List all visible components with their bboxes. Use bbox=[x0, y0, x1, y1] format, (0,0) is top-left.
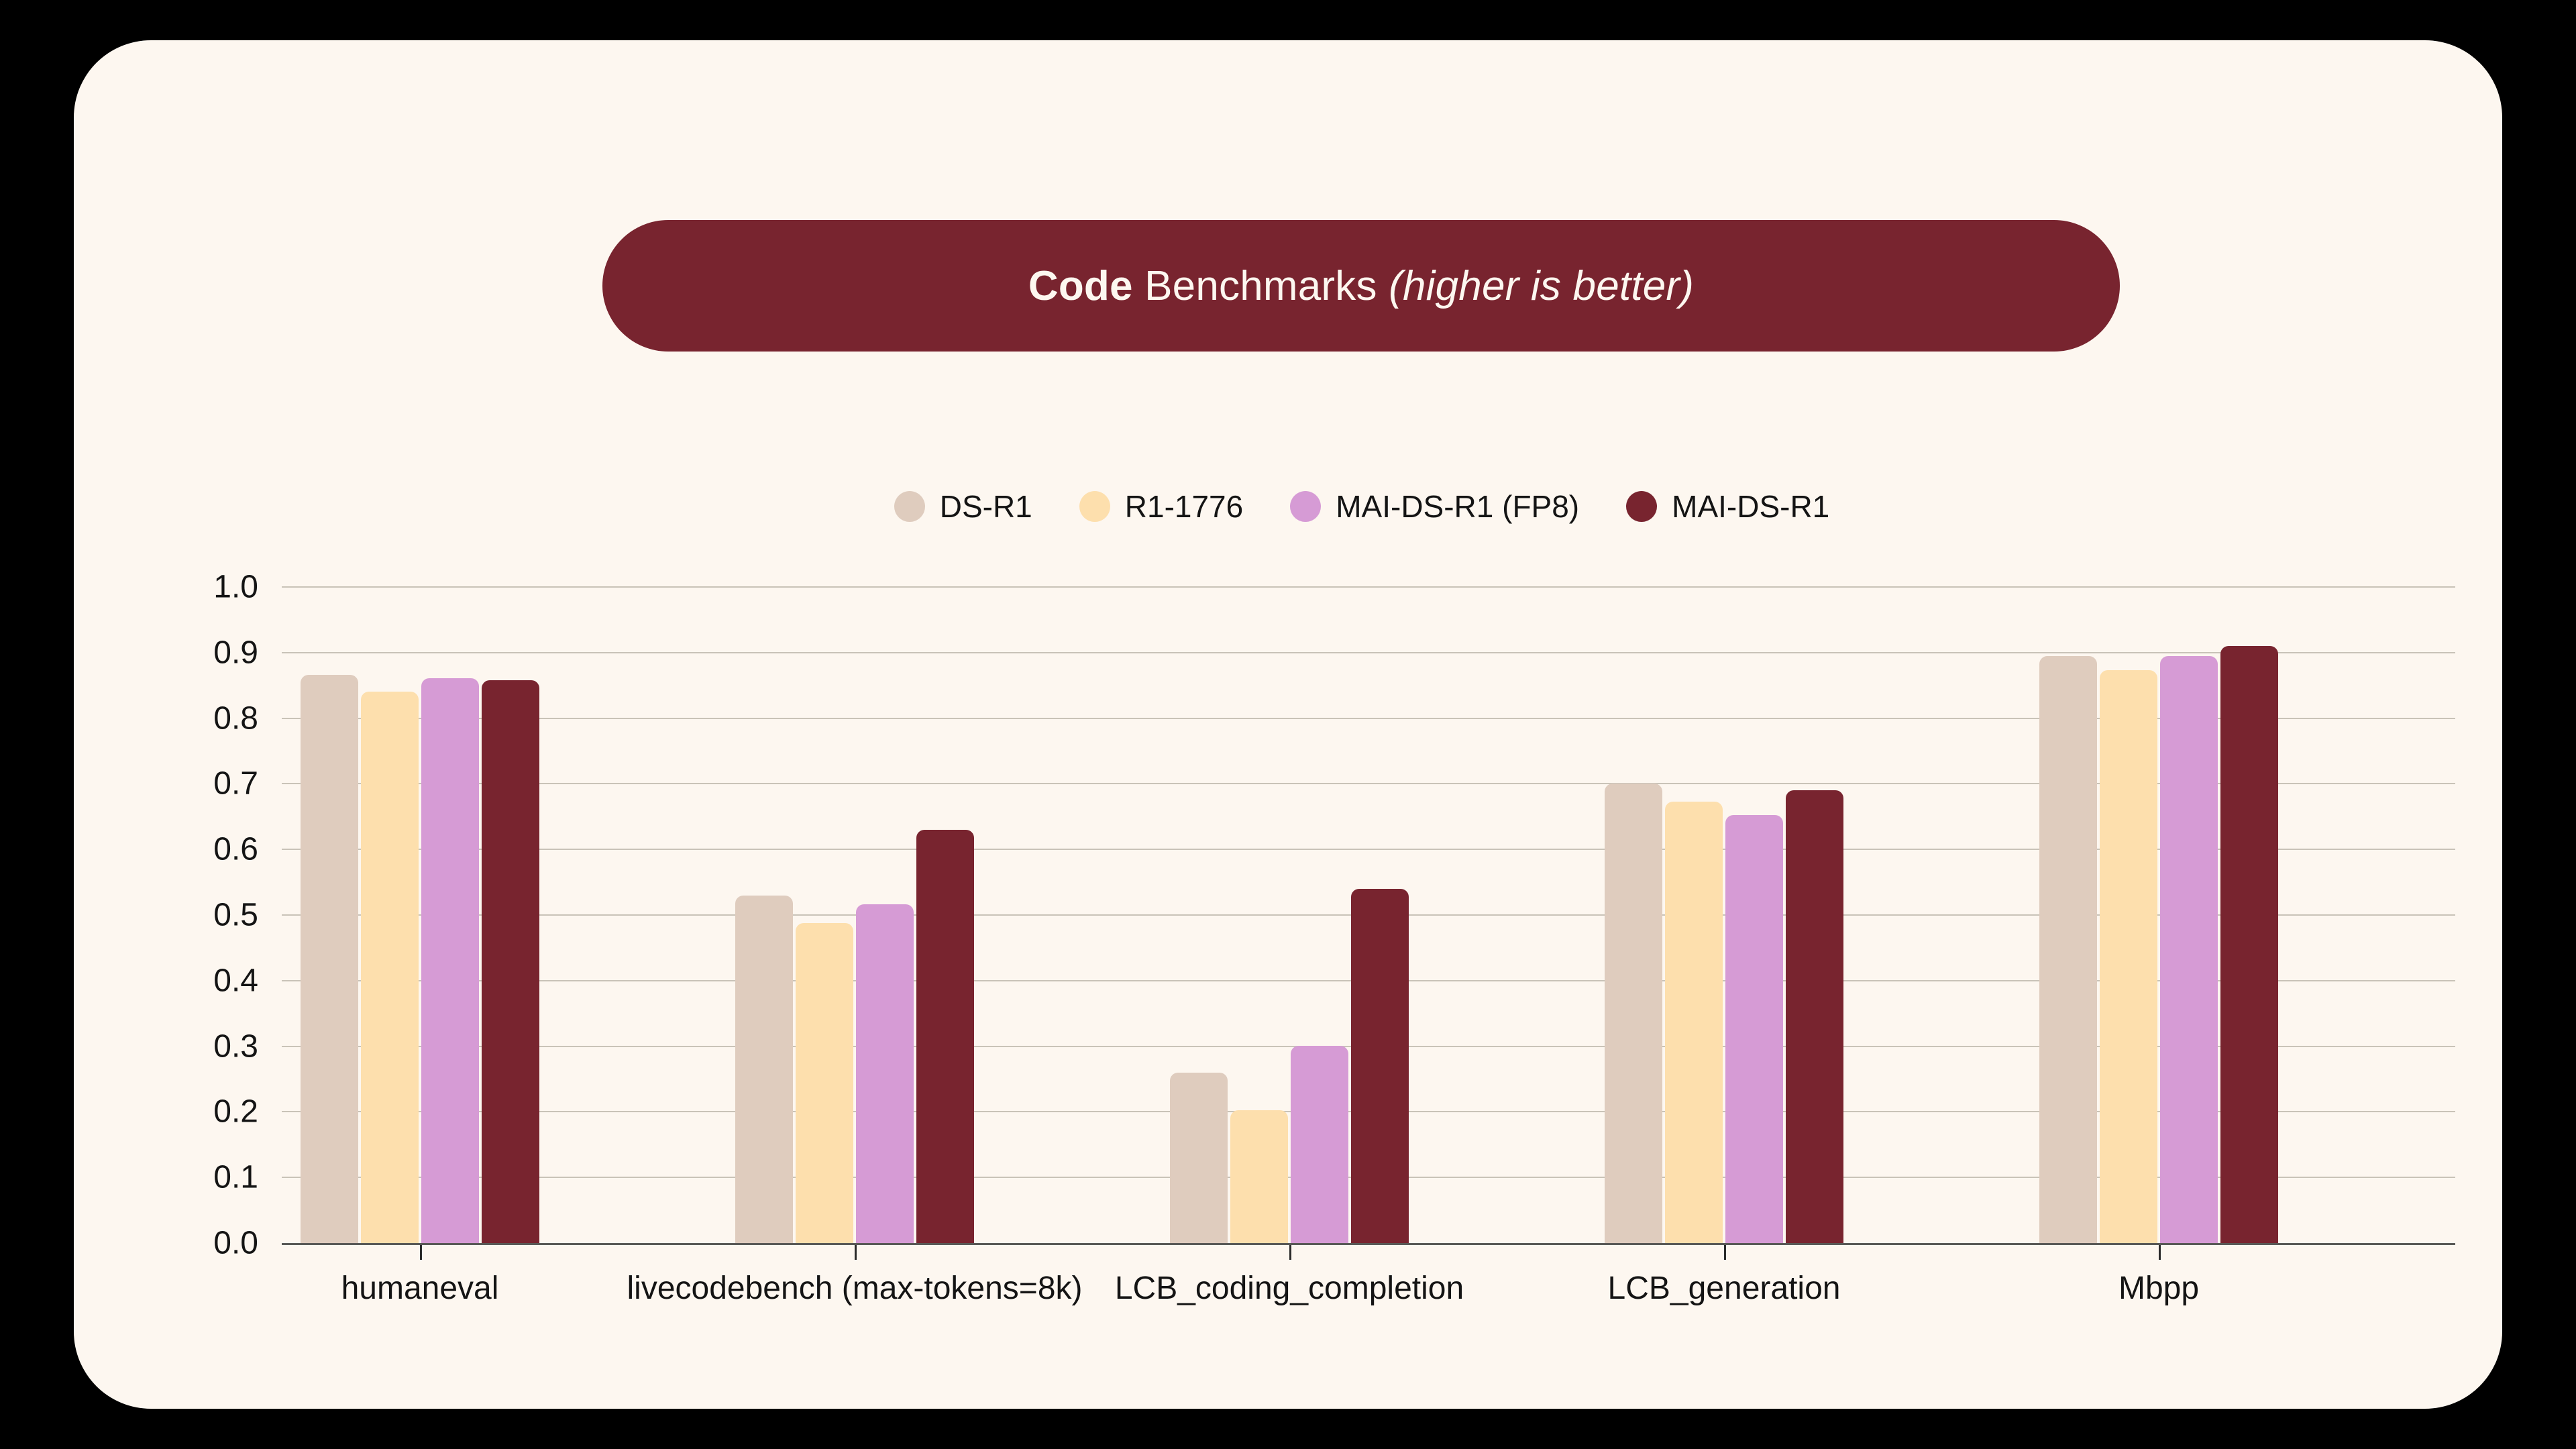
bar[interactable] bbox=[856, 904, 914, 1243]
bar[interactable] bbox=[421, 678, 479, 1243]
bar[interactable] bbox=[916, 829, 974, 1243]
legend-item-label: MAI-DS-R1 bbox=[1672, 489, 1830, 524]
legend-item-label: MAI-DS-R1 (FP8) bbox=[1336, 489, 1580, 524]
title-bold-part: Code bbox=[1028, 262, 1133, 309]
x-axis-tick bbox=[2159, 1245, 2161, 1260]
legend-dot-icon bbox=[894, 491, 925, 522]
y-axis-tick-label: 0.0 bbox=[213, 1225, 258, 1261]
x-axis-category-label: LCB_coding_completion bbox=[1114, 1271, 1464, 1306]
legend-item-label: R1-1776 bbox=[1124, 489, 1244, 524]
y-axis-tick-label: 0.8 bbox=[213, 700, 258, 737]
y-axis-tick-label: 0.6 bbox=[213, 831, 258, 867]
x-axis-category-label: Mbpp bbox=[2118, 1271, 2200, 1306]
bar[interactable] bbox=[361, 691, 419, 1243]
legend-item-label: DS-R1 bbox=[939, 489, 1032, 524]
legend-dot-icon bbox=[1626, 491, 1658, 522]
bar[interactable] bbox=[301, 675, 358, 1243]
bar[interactable] bbox=[2220, 646, 2278, 1243]
bar[interactable] bbox=[2039, 655, 2097, 1243]
title-normal-part: Benchmarks bbox=[1132, 262, 1389, 309]
bar[interactable] bbox=[1170, 1072, 1228, 1243]
bar[interactable] bbox=[1605, 784, 1662, 1243]
bar[interactable] bbox=[1725, 815, 1783, 1243]
x-axis-tick bbox=[855, 1245, 857, 1260]
y-axis-tick-label: 1.0 bbox=[213, 569, 258, 605]
bar[interactable] bbox=[1351, 888, 1409, 1243]
bar[interactable] bbox=[2100, 670, 2157, 1243]
x-axis-baseline bbox=[282, 1243, 2455, 1245]
x-axis-category-label: humaneval bbox=[341, 1271, 499, 1306]
y-gridline bbox=[282, 717, 2455, 719]
y-gridline bbox=[282, 783, 2455, 785]
legend-item[interactable]: DS-R1 bbox=[894, 488, 1032, 525]
x-axis-tick bbox=[1289, 1245, 1291, 1260]
y-axis-tick-label: 0.4 bbox=[213, 963, 258, 999]
y-gridline bbox=[282, 586, 2455, 588]
y-axis-tick-label: 0.7 bbox=[213, 765, 258, 802]
legend-item[interactable]: R1-1776 bbox=[1079, 488, 1243, 525]
legend-dot-icon bbox=[1290, 491, 1322, 522]
y-gridline bbox=[282, 651, 2455, 653]
x-axis-tick bbox=[1724, 1245, 1726, 1260]
y-axis-tick-label: 0.9 bbox=[213, 635, 258, 671]
y-axis-tick-label: 0.2 bbox=[213, 1093, 258, 1130]
legend-item[interactable]: MAI-DS-R1 (FP8) bbox=[1290, 488, 1579, 525]
y-axis-tick-label: 0.3 bbox=[213, 1028, 258, 1065]
bar[interactable] bbox=[1291, 1045, 1348, 1243]
chart-title-banner: Code Benchmarks (higher is better) bbox=[602, 220, 2120, 352]
chart-card: Code Benchmarks (higher is better) DS-R1… bbox=[74, 40, 2502, 1409]
title-italic-part: (higher is better) bbox=[1389, 262, 1695, 309]
bar[interactable] bbox=[735, 895, 793, 1243]
x-axis-category-label: livecodebench (max-tokens=8k) bbox=[627, 1271, 1083, 1306]
x-axis-category-label: LCB_generation bbox=[1607, 1271, 1841, 1306]
chart-legend: DS-R1 R1-1776 MAI-DS-R1 (FP8) MAI-DS-R1 bbox=[74, 488, 2576, 525]
bar[interactable] bbox=[796, 922, 853, 1243]
y-axis-tick-label: 0.1 bbox=[213, 1159, 258, 1195]
bar[interactable] bbox=[1230, 1110, 1288, 1243]
x-axis-tick bbox=[420, 1245, 422, 1260]
y-axis-tick-label: 0.5 bbox=[213, 897, 258, 933]
bar[interactable] bbox=[482, 680, 539, 1243]
page-title: Code Benchmarks (higher is better) bbox=[1028, 262, 1694, 310]
bar[interactable] bbox=[1665, 801, 1723, 1243]
bar[interactable] bbox=[1786, 790, 1843, 1243]
y-gridline bbox=[282, 849, 2455, 851]
legend-dot-icon bbox=[1079, 491, 1110, 522]
plot-area: 1.0 0.9 0.8 0.7 0.6 0.5 0.4 0.3 0.2 0.1 0.0 humanev… bbox=[213, 570, 2455, 1306]
bar[interactable] bbox=[2160, 655, 2218, 1243]
legend-item[interactable]: MAI-DS-R1 bbox=[1626, 488, 1829, 525]
